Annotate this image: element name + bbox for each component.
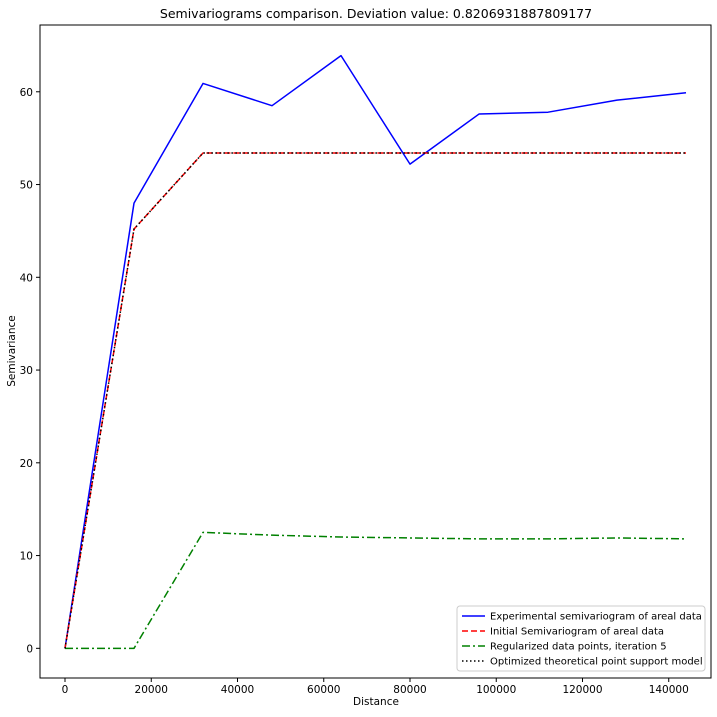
x-tick-label: 100000 — [476, 684, 516, 696]
legend-label-3: Regularized data points, iteration 5 — [490, 642, 667, 653]
y-axis: 0 10 20 30 40 50 60 — [20, 87, 40, 655]
x-tick-label: 0 — [62, 684, 69, 696]
series-line-3 — [65, 531, 687, 650]
x-axis-label: Distance — [353, 696, 399, 708]
y-tick-label: 30 — [20, 365, 33, 377]
y-tick-label: 40 — [20, 272, 33, 284]
y-tick-label: 0 — [26, 643, 33, 655]
x-tick-label: 40000 — [221, 684, 254, 696]
legend-label-4: Optimized theoretical point support mode… — [490, 657, 703, 668]
x-axis: 0 20000 40000 60000 80000 100000 120000 140000 — [62, 678, 689, 696]
series-line-2 — [64, 152, 686, 649]
series-line-4 — [64, 152, 686, 649]
plot-area — [64, 54, 687, 650]
plot-frame — [39, 24, 712, 679]
y-tick-label: 10 — [20, 551, 33, 563]
x-tick-label: 60000 — [307, 684, 340, 696]
y-tick-label: 20 — [20, 458, 33, 470]
chart-legend: Experimental semivariogram of areal data… — [456, 605, 706, 672]
legend-label-2: Initial Semivariogram of areal data — [490, 627, 664, 638]
series-line-1 — [64, 54, 687, 649]
y-tick-label: 50 — [20, 180, 33, 192]
legend-frame — [456, 605, 706, 672]
x-tick-label: 80000 — [393, 684, 426, 696]
y-tick-label: 60 — [20, 87, 33, 99]
x-tick-label: 120000 — [562, 684, 602, 696]
legend-entries: Experimental semivariogram of areal data… — [462, 612, 703, 668]
legend-label-1: Experimental semivariogram of areal data — [490, 612, 702, 623]
y-axis-label: Semivariance — [6, 315, 18, 386]
chart-title: Semivariograms comparison. Deviation val… — [160, 6, 592, 21]
x-tick-label: 140000 — [649, 684, 689, 696]
x-tick-label: 20000 — [135, 684, 168, 696]
